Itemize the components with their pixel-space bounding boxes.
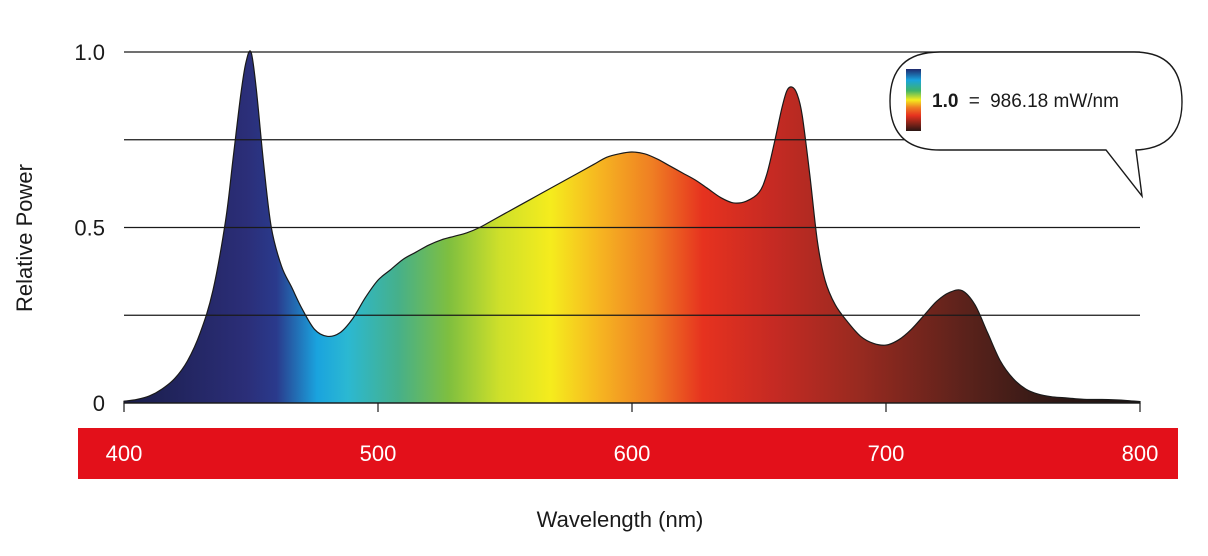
svg-text:1.0 = 986.18 mW/nm: 1.0 = 986.18 mW/nm (932, 91, 1119, 112)
x-tick-label: 600 (614, 441, 651, 466)
legend-unit-text: 986.18 mW/nm (990, 91, 1119, 112)
y-axis-label: Relative Power (12, 164, 37, 312)
y-tick-label: 0.5 (74, 216, 105, 241)
x-axis (123, 402, 1141, 412)
legend-value: 1.0 (932, 91, 958, 112)
y-tick-label: 1.0 (74, 40, 105, 65)
y-tick-label: 0 (93, 391, 105, 416)
x-tick-label: 400 (106, 441, 143, 466)
x-tick-label: 800 (1122, 441, 1159, 466)
x-axis-label: Wavelength (nm) (537, 507, 704, 532)
legend-color-bar (906, 69, 921, 131)
legend-equals: = (969, 91, 980, 112)
x-tick-label: 700 (868, 441, 905, 466)
x-tick-labels: 400 500 600 700 800 (106, 441, 1159, 466)
legend-callout: 1.0 = 986.18 mW/nm (889, 51, 1183, 199)
legend-bubble (889, 51, 1183, 199)
y-tick-labels: 0 0.5 1.0 (74, 40, 105, 416)
wavelength-band (78, 428, 1178, 479)
x-tick-label: 500 (360, 441, 397, 466)
